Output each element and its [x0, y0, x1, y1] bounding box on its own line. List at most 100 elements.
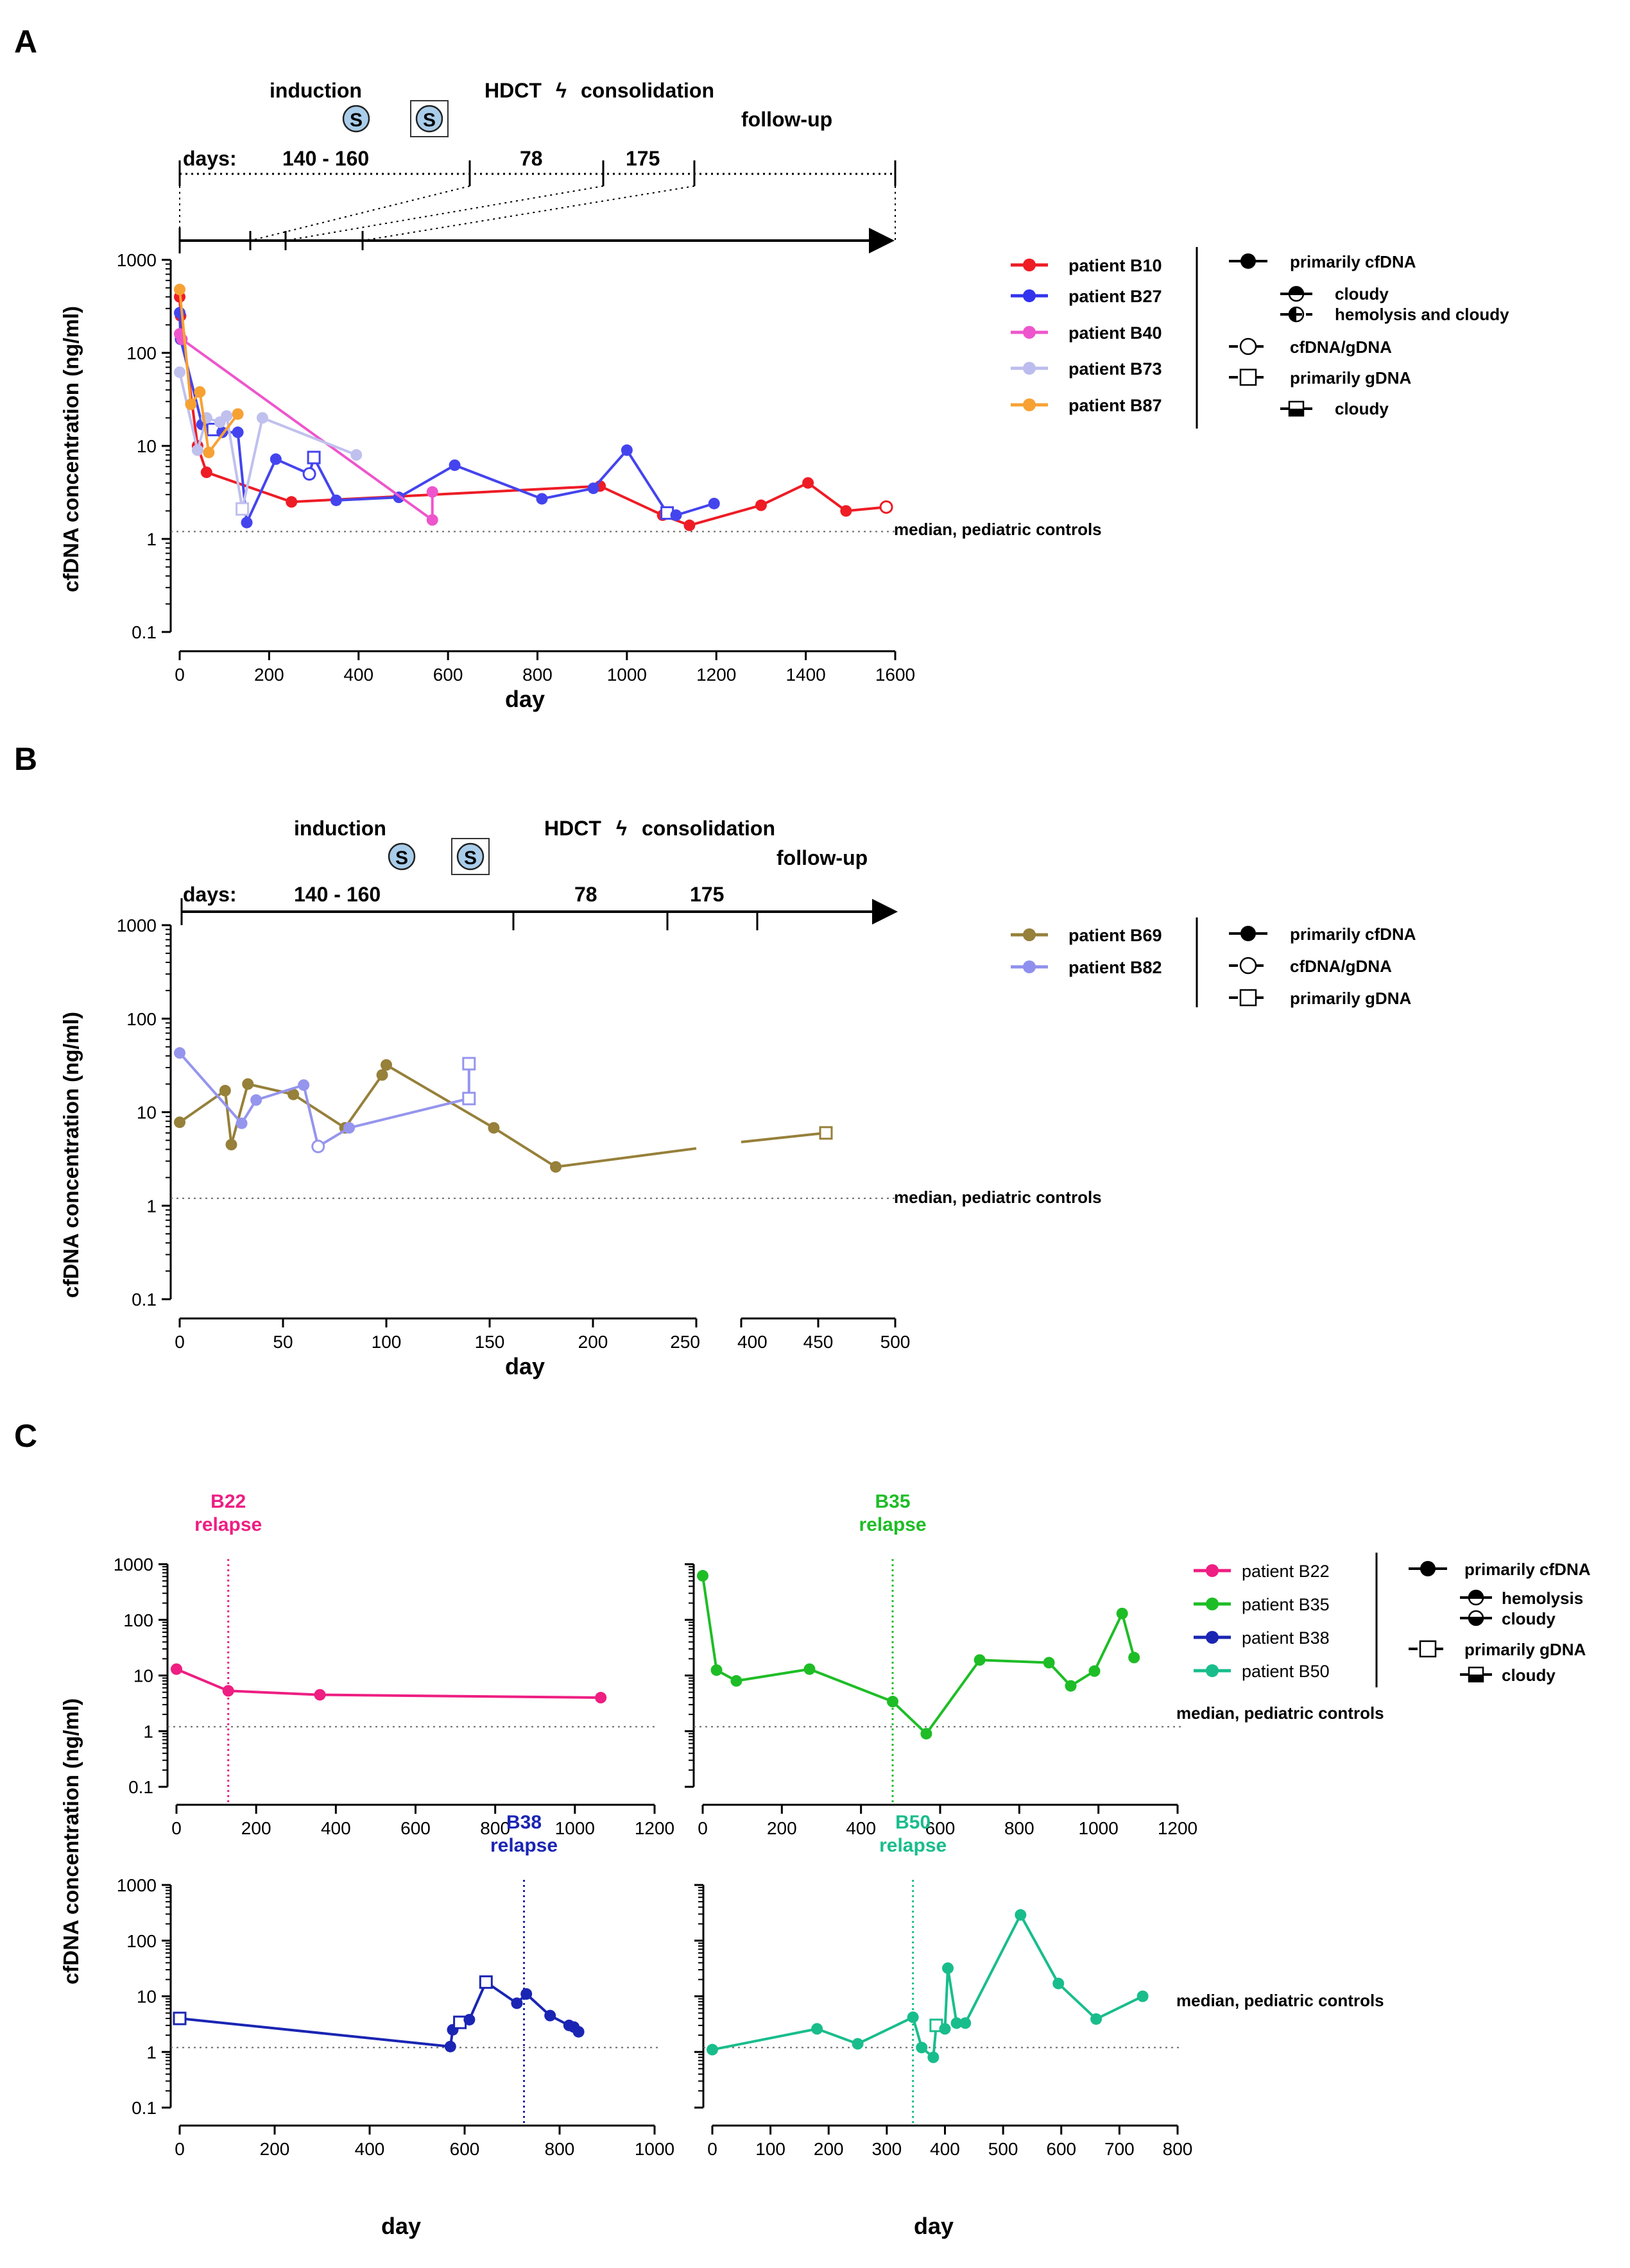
svg-text:primarily cfDNA: primarily cfDNA: [1290, 925, 1416, 944]
legend-symbol: cloudy: [1280, 399, 1389, 418]
y-axis-label-a: cfDNA concentration (ng/ml): [59, 306, 83, 592]
legend-item: patient B69: [1011, 926, 1162, 945]
svg-text:patient B73: patient B73: [1068, 359, 1162, 379]
data-point: [840, 505, 852, 517]
y-tick-label: 10: [133, 1666, 153, 1686]
data-point: [587, 482, 599, 495]
svg-text:cfDNA/gDNA: cfDNA/gDNA: [1290, 957, 1392, 976]
data-point: [755, 499, 767, 511]
y-tick-label: 100: [123, 1610, 153, 1630]
timeline-a-duration-hdct: 78: [520, 147, 543, 170]
data-point: [811, 2023, 823, 2035]
x-tick-label: 1200: [1158, 1818, 1197, 1838]
legend-item: patient B87: [1011, 396, 1162, 415]
legend-symbol: hemolysis: [1460, 1589, 1583, 1608]
ref-line-label-c-top: median, pediatric controls: [1176, 1703, 1384, 1723]
y-tick-label: 100: [126, 343, 157, 363]
x-tick-label: 1400: [785, 665, 825, 685]
data-point: [376, 1069, 388, 1081]
x-tick-label: 400: [343, 665, 373, 685]
y-tick-label: 1: [146, 529, 157, 549]
data-point: [250, 1094, 262, 1106]
data-point: [287, 1088, 300, 1100]
x-tick-label: 400: [355, 2139, 385, 2159]
data-point: [802, 477, 814, 489]
svg-text:primarily gDNA: primarily gDNA: [1290, 989, 1411, 1008]
data-point: [174, 307, 185, 319]
timeline-b-induction: induction: [294, 817, 386, 840]
x-axis-label-c-right: day: [914, 2213, 954, 2239]
data-point: [191, 444, 203, 456]
legend-symbol: cfDNA/gDNA: [1229, 957, 1392, 976]
x-tick-label: 400: [321, 1818, 351, 1838]
legend-item: patient B38: [1194, 1628, 1330, 1648]
data-point: [221, 410, 233, 422]
data-point: [708, 497, 720, 509]
timeline-a-separator: ϟ: [556, 79, 567, 102]
x-tick-label: 200: [241, 1818, 271, 1838]
x-tick-label: 1200: [696, 665, 736, 685]
series-line-patient-b35: [701, 1575, 1136, 1735]
svg-text:cloudy: cloudy: [1335, 399, 1389, 418]
x-tick-label: 200: [260, 2139, 290, 2159]
chart-panel-b: 0.1 1 10 100 1000 0 50 100 150 200 250 400 450 500: [117, 916, 911, 1352]
x-tick-label: 0: [175, 1332, 185, 1352]
y-axis-label-b: cfDNA concentration (ng/ml): [59, 1012, 83, 1298]
data-point-open: [302, 467, 316, 481]
data-point: [1137, 1990, 1149, 2002]
data-point: [697, 1570, 708, 1582]
relapse-patient-label: B35: [875, 1491, 910, 1512]
legend-symbol: primarily gDNA: [1409, 1640, 1586, 1659]
x-tick-label: 800: [480, 1818, 510, 1838]
legend-item: patient B40: [1011, 323, 1162, 343]
data-point: [488, 1121, 500, 1134]
y-tick-label: 1000: [114, 1555, 153, 1574]
data-point: [536, 493, 548, 505]
data-point: [544, 2009, 556, 2022]
legend-symbol: cloudy: [1280, 284, 1389, 303]
timeline-b-duration-induction: 140 - 160: [294, 883, 381, 906]
y-tick-label: 100: [126, 1009, 157, 1029]
legend-symbol: primarily cfDNA: [1229, 252, 1416, 271]
legend-item: patient B10: [1011, 256, 1162, 275]
x-tick-label: 1600: [875, 665, 915, 685]
series-line-patient-b82: [178, 1052, 470, 1148]
svg-text:primarily gDNA: primarily gDNA: [1290, 368, 1411, 388]
legend-symbol: primarily cfDNA: [1229, 925, 1416, 944]
timeline-a-days-label: days:: [183, 147, 237, 170]
x-tick-label: 100: [755, 2139, 785, 2159]
x-tick-label: 200: [767, 1818, 797, 1838]
x-tick-label: 0: [171, 1818, 182, 1838]
svg-text:patient B82: patient B82: [1068, 958, 1162, 977]
timeline-a-consolidation: consolidation: [581, 79, 714, 102]
legend-item: patient B73: [1011, 359, 1162, 379]
x-tick-label: 400: [846, 1818, 876, 1838]
y-axis-label-c: cfDNA concentration (ng/ml): [59, 1698, 83, 1984]
legend-symbol: cfDNA/gDNA: [1229, 337, 1392, 357]
x-tick-label: 0: [175, 2139, 185, 2159]
svg-text:patient B69: patient B69: [1068, 926, 1162, 945]
x-tick-label: 600: [925, 1818, 956, 1838]
timeline-a-hdct: HDCT: [485, 79, 542, 102]
relapse-label: relapse: [879, 1835, 947, 1856]
y-tick-label: 10: [137, 1103, 157, 1123]
relapse-label: relapse: [859, 1514, 926, 1535]
x-tick-label: 150: [475, 1332, 505, 1352]
data-point: [683, 519, 696, 531]
legend-item: patient B35: [1194, 1595, 1330, 1614]
series-line-patient-b50: [712, 1913, 1144, 2059]
data-point: [203, 447, 215, 459]
x-tick-label: 400: [737, 1332, 768, 1352]
svg-text:patient B22: patient B22: [1242, 1562, 1330, 1581]
data-point: [572, 2025, 585, 2038]
data-point: [707, 2043, 718, 2056]
legend-b: patient B69 patient B82 primarily cfDNA …: [1011, 917, 1416, 1008]
data-point: [426, 514, 438, 526]
y-tick-label: 1000: [117, 1875, 157, 1895]
data-point: [242, 1078, 254, 1090]
data-point: [232, 408, 244, 420]
svg-text:hemolysis and cloudy: hemolysis and cloudy: [1335, 305, 1509, 324]
s-icon-bracketed: S: [410, 100, 449, 137]
timeline-b-duration-hdct: 78: [574, 883, 597, 906]
y-tick-label: 1000: [117, 916, 157, 935]
